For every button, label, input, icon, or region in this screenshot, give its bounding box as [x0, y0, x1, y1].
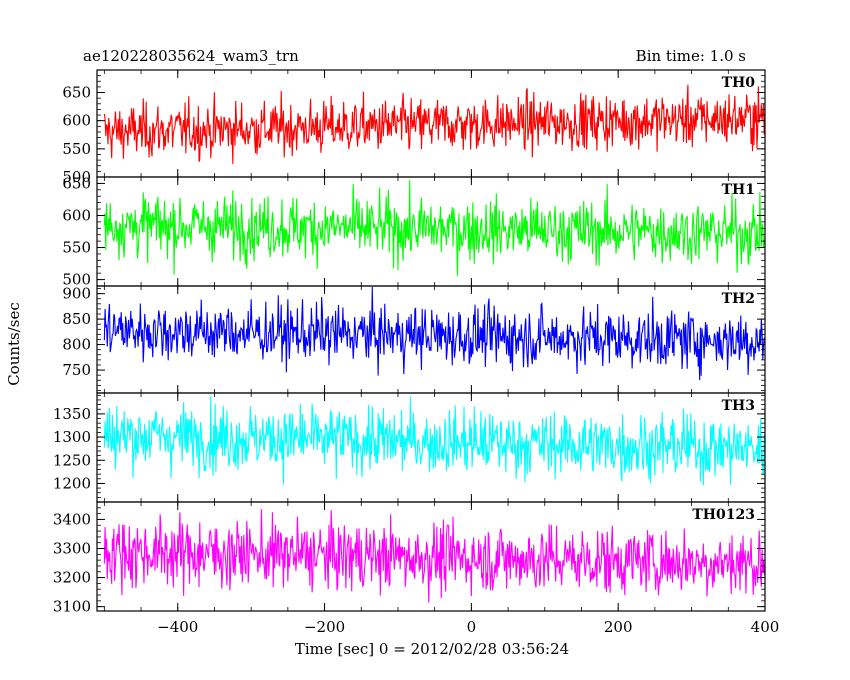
- x-tick-label: −200: [304, 618, 345, 636]
- y-tick-label: 500: [62, 168, 91, 186]
- y-tick-label: 3100: [53, 598, 91, 616]
- y-tick-label: 1200: [53, 474, 91, 492]
- y-tick-label: 500: [62, 271, 91, 289]
- x-axis: −400 −200 0 200 400: [157, 618, 779, 636]
- y-axis-title: Counts/sec: [5, 302, 23, 386]
- panel-th1: 500 550 600 650 TH1: [62, 174, 766, 289]
- series-line-th3: [103, 396, 765, 486]
- y-tick-label: 3400: [53, 510, 91, 528]
- panel-label-th0123: TH0123: [692, 507, 755, 523]
- chart-title: ae120228035624_wam3_trn: [83, 47, 299, 65]
- y-tick-label: 1300: [53, 428, 91, 446]
- y-tick-label: 600: [62, 112, 91, 130]
- panel-th0: 500 550 600 650 TH0: [62, 69, 766, 186]
- x-tick-label: −400: [157, 618, 198, 636]
- panel-th0123: 3100 3200 3300 3400 TH0123: [53, 501, 766, 616]
- x-tick-label: 0: [467, 618, 477, 636]
- y-tick-label: 800: [62, 336, 91, 354]
- panel-label-th2: TH2: [722, 291, 755, 307]
- series-line-th0: [103, 84, 765, 164]
- y-tick-label: 1350: [53, 405, 91, 423]
- series-line-th1: [103, 180, 765, 276]
- y-tick-label: 600: [62, 206, 91, 224]
- y-tick-label: 650: [62, 84, 91, 102]
- panel-label-th0: TH0: [722, 75, 756, 91]
- bin-time-label: Bin time: 1.0 s: [636, 47, 746, 65]
- panel-frame: [96, 501, 766, 612]
- y-tick-label: 650: [62, 174, 91, 192]
- series-line-th2: [103, 286, 765, 381]
- y-tick-label: 550: [62, 140, 91, 158]
- x-tick-label: 400: [751, 618, 780, 636]
- y-tick-label: 550: [62, 239, 91, 257]
- y-tick-label: 850: [62, 310, 91, 328]
- y-tick-label: 1250: [53, 451, 91, 469]
- x-axis-title: Time [sec] 0 = 2012/02/28 03:56:24: [295, 640, 569, 658]
- panel-label-th3: TH3: [722, 398, 755, 414]
- y-tick-label: 750: [62, 361, 91, 379]
- panels-group: 500 550 600 650 TH0 500 550 600 650 TH1 750 800 850 9…: [53, 69, 766, 616]
- series-line-th0123: [103, 509, 765, 603]
- y-tick-label: 3300: [53, 540, 91, 558]
- panel-th3: 1200 1250 1300 1350 TH3: [53, 392, 766, 503]
- panel-th2: 750 800 850 900 TH2: [62, 285, 766, 394]
- y-tick-label: 3200: [53, 569, 91, 587]
- y-tick-label: 900: [62, 285, 91, 303]
- panel-label-th1: TH1: [722, 182, 755, 198]
- x-tick-label: 200: [604, 618, 633, 636]
